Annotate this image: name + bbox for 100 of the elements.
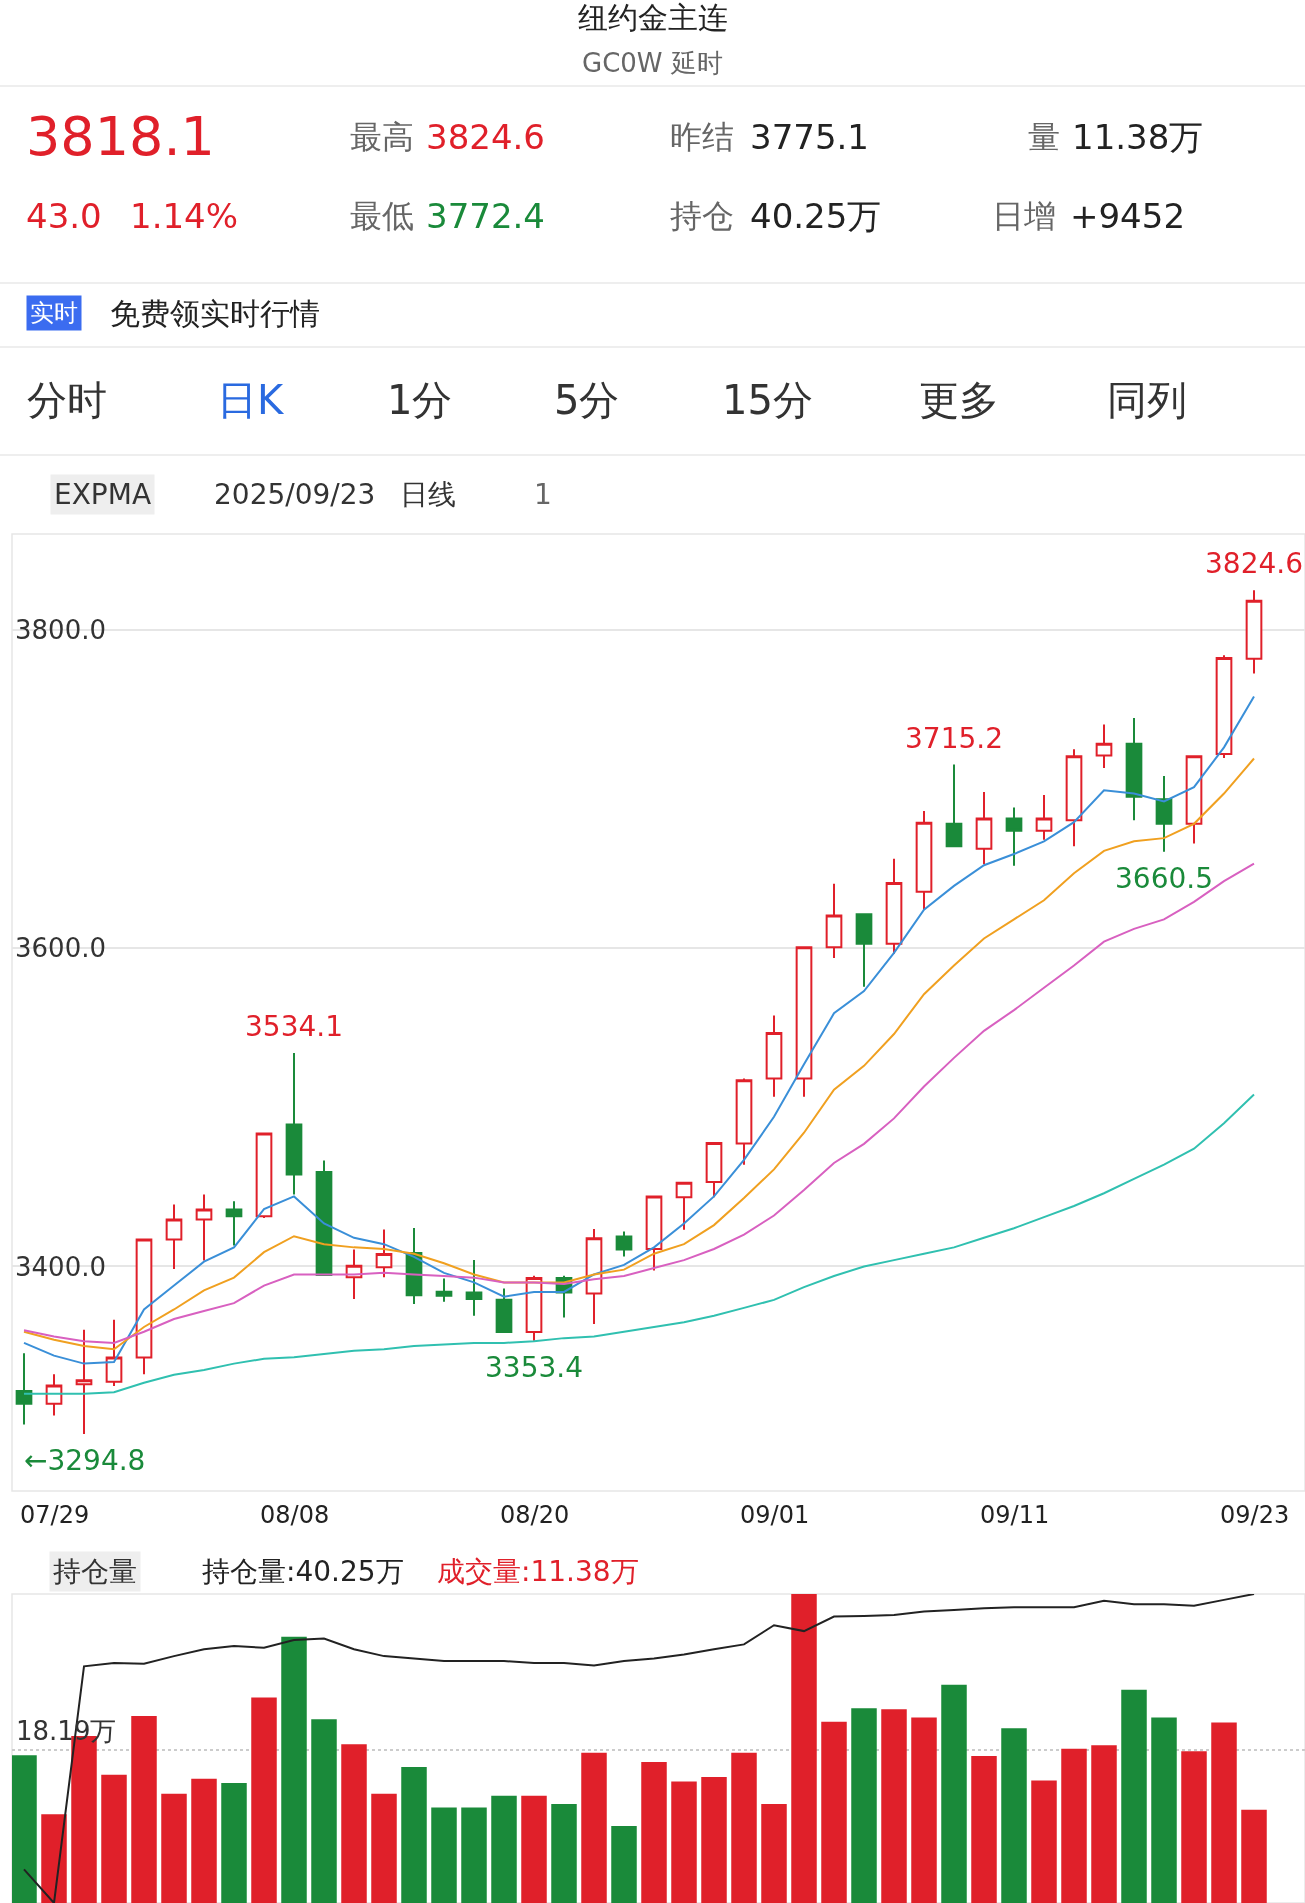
- candlestick: [1095, 723, 1113, 770]
- candlestick: [1185, 755, 1203, 845]
- text: 43.0: [26, 196, 102, 236]
- bar: [401, 1766, 427, 1903]
- y-tick-label: 3600.0: [15, 933, 106, 964]
- text: 2025/09/23: [214, 478, 376, 511]
- candlestick: [615, 1230, 633, 1258]
- x-tick-label: 09/11: [980, 1501, 1050, 1529]
- annotation: ←3294.8: [24, 1444, 146, 1477]
- text: 最高: [350, 118, 414, 156]
- bar: [791, 1594, 817, 1903]
- bar: [701, 1777, 727, 1903]
- text: 更多: [919, 377, 999, 423]
- bar: [1091, 1745, 1117, 1903]
- bar: [671, 1781, 697, 1903]
- candlestick: [1245, 589, 1263, 675]
- text: 1分: [387, 377, 453, 423]
- bar: [581, 1752, 607, 1903]
- text: 免费领实时行情: [110, 296, 320, 331]
- candlestick: [585, 1227, 603, 1326]
- bar: [1181, 1751, 1207, 1903]
- candlestick: [915, 810, 933, 911]
- bar: [821, 1721, 847, 1903]
- bar: [341, 1744, 367, 1903]
- candlestick: [1215, 654, 1233, 760]
- candlestick: [1125, 716, 1143, 822]
- candlestick: [15, 1352, 33, 1426]
- candlestick: [735, 1077, 753, 1166]
- candlestick: [45, 1373, 63, 1417]
- candlestick: [435, 1277, 453, 1303]
- bar: [971, 1756, 997, 1903]
- text: 11.38万: [1072, 117, 1204, 157]
- text: 最低: [350, 197, 414, 235]
- candlestick: [315, 1159, 333, 1277]
- text: 分时: [27, 377, 107, 423]
- bar: [641, 1761, 667, 1903]
- text: 日K: [217, 377, 285, 423]
- candlestick: [375, 1228, 393, 1279]
- text: 持仓量: [53, 1555, 137, 1588]
- candlestick: [855, 913, 873, 988]
- candlestick: [195, 1193, 213, 1262]
- bar: [881, 1709, 907, 1903]
- candlestick: [285, 1051, 303, 1196]
- text: 日线: [400, 478, 456, 511]
- bar: [1241, 1809, 1267, 1903]
- y-tick-label: 3400.0: [15, 1251, 106, 1282]
- bar: [371, 1793, 397, 1903]
- candlestick: [795, 945, 813, 1098]
- text: 量: [1028, 118, 1060, 156]
- text: 持仓量:40.25万: [202, 1555, 404, 1588]
- candlestick: [765, 1014, 783, 1098]
- candlestick: [165, 1203, 183, 1271]
- bar: [101, 1774, 127, 1903]
- annotation: 3660.5: [1115, 862, 1213, 895]
- bar: [1061, 1748, 1087, 1903]
- candlestick: [975, 791, 993, 866]
- annotation: 3715.2: [905, 722, 1003, 755]
- candlestick: [75, 1328, 93, 1435]
- chart-title: 纽约金主连: [578, 0, 728, 35]
- text: 3775.1: [750, 117, 869, 157]
- candlestick: [465, 1258, 483, 1317]
- bar: [1121, 1689, 1147, 1903]
- text: 同列: [1107, 377, 1187, 423]
- bar: [761, 1803, 787, 1903]
- candlestick: [495, 1287, 513, 1333]
- x-tick-label: 08/20: [500, 1501, 570, 1529]
- bar: [1001, 1728, 1027, 1903]
- candlestick: [675, 1181, 693, 1231]
- bar: [311, 1719, 337, 1903]
- text: 40.25万: [750, 196, 882, 236]
- bar: [851, 1708, 877, 1903]
- candlestick: [1155, 775, 1173, 853]
- bar: [221, 1782, 247, 1903]
- text: 昨结: [670, 118, 734, 156]
- bar: [1031, 1780, 1057, 1903]
- candlestick: [135, 1238, 153, 1376]
- bar: [191, 1778, 217, 1903]
- candlestick: [225, 1200, 243, 1247]
- text: 日增: [992, 197, 1056, 235]
- text: 实时: [30, 299, 78, 327]
- text: 5分: [554, 377, 620, 423]
- annotation: 3353.4: [485, 1351, 583, 1384]
- bar: [941, 1684, 967, 1903]
- candlestick: [255, 1132, 273, 1219]
- candlestick: [105, 1318, 123, 1388]
- text: +9452: [1070, 196, 1186, 236]
- text: 持仓: [670, 197, 734, 235]
- x-tick-label: 09/23: [1220, 1501, 1290, 1529]
- candlestick: [885, 857, 903, 955]
- candlestick: [945, 763, 963, 848]
- bar: [41, 1814, 67, 1903]
- bar: [731, 1752, 757, 1903]
- bar: [251, 1697, 277, 1903]
- candlestick: [1005, 806, 1023, 867]
- bar: [1151, 1717, 1177, 1903]
- bar: [461, 1807, 487, 1903]
- text: 成交量:11.38万: [437, 1555, 639, 1588]
- bar: [551, 1803, 577, 1903]
- text: 3818.1: [26, 105, 215, 168]
- chart-subtitle: GC0W 延时: [582, 48, 723, 78]
